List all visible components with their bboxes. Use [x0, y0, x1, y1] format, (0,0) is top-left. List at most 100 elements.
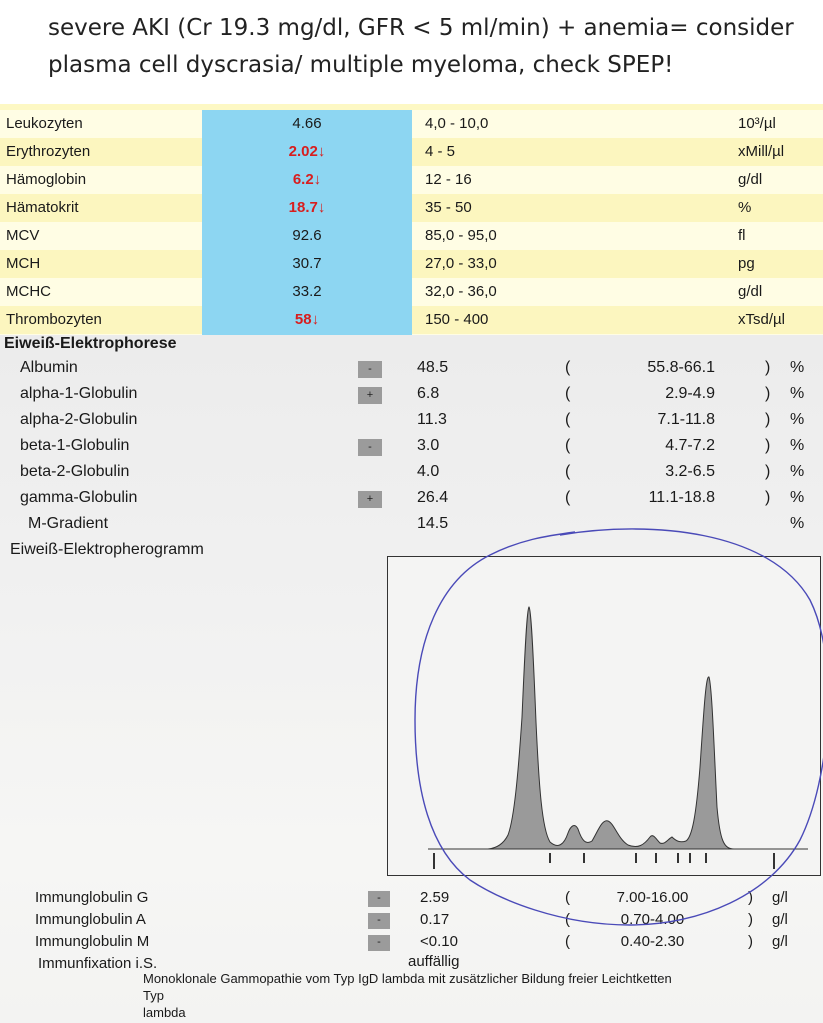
reference-range: 35 - 50 [425, 199, 472, 216]
paren-close: ) [765, 489, 771, 506]
test-value: 6.2↓ [292, 171, 322, 188]
paren-close: ) [765, 463, 771, 480]
test-value: 33.2 [292, 283, 322, 300]
flag-badge: + [358, 387, 382, 404]
test-value: 4.66 [292, 115, 322, 132]
caption: severe AKI (Cr 19.3 mg/dl, GFR < 5 ml/mi… [48, 10, 818, 84]
fraction-value: 14.5 [417, 515, 449, 532]
test-name: MCHC [6, 283, 51, 300]
fraction-value: 11.3 [417, 411, 447, 428]
reference-range: 7.00-16.00 [616, 889, 689, 906]
paren-open: ( [565, 489, 571, 506]
immunoglobulin-value: 0.17 [420, 911, 450, 928]
flag-badge: - [358, 439, 382, 456]
immunoglobulin-row: Immunglobulin A - 0.17 ( 0.70-4.00 ) g/l [0, 909, 823, 931]
fraction-name: beta-2-Globulin [20, 463, 130, 480]
reference-range: 12 - 16 [425, 171, 472, 188]
paren-open: ( [565, 411, 571, 428]
reference-range: 2.9-4.9 [665, 385, 715, 402]
flag-badge: - [368, 891, 390, 907]
test-name: Thrombozyten [6, 311, 102, 328]
unit: % [790, 437, 805, 454]
fraction-value: 4.0 [417, 463, 440, 480]
caption-line-1: severe AKI (Cr 19.3 mg/dl, GFR < 5 ml/mi… [48, 15, 794, 41]
fraction-name: alpha-2-Globulin [20, 411, 138, 428]
paren-close: ) [748, 889, 753, 906]
note-line-3: lambda [143, 1005, 186, 1020]
fraction-name: beta-1-Globulin [20, 437, 130, 454]
test-name: MCH [6, 255, 41, 272]
paren-open: ( [565, 359, 571, 376]
flag-badge: + [358, 491, 382, 508]
unit: % [790, 489, 805, 506]
paren-close: ) [748, 933, 753, 950]
table-row: Hämoglobin 6.2↓ 12 - 16 g/dl [0, 166, 823, 194]
reference-range: 32,0 - 36,0 [425, 283, 497, 300]
immunoglobulin-value: <0.10 [420, 933, 458, 950]
flag-badge: - [358, 361, 382, 378]
electrophoresis-row: Albumin - 48.5 ( 55.8-66.1 ) % [0, 357, 823, 383]
table-row: MCHC 33.2 32,0 - 36,0 g/dl [0, 278, 823, 306]
reference-range: 3.2-6.5 [665, 463, 715, 480]
fraction-value: 26.4 [417, 489, 449, 506]
electrophoresis-row: alpha-1-Globulin + 6.8 ( 2.9-4.9 ) % [0, 383, 823, 409]
test-value: 30.7 [292, 255, 322, 272]
fraction-value: 48.5 [417, 359, 449, 376]
unit: pg [738, 255, 755, 272]
flag-badge: - [368, 913, 390, 929]
interpretation-note: Monoklonale Gammopathie vom Typ IgD lamb… [143, 970, 823, 1021]
electropherogram-curve [428, 606, 808, 850]
paren-open: ( [565, 437, 571, 454]
reference-range: 7.1-11.8 [657, 411, 715, 428]
unit: xMill/µl [738, 143, 785, 160]
unit: % [790, 515, 805, 532]
test-name: Erythrozyten [6, 143, 91, 160]
electropherogram-svg [428, 606, 808, 869]
unit: g/dl [738, 283, 763, 300]
test-name: Leukozyten [6, 115, 83, 132]
reference-range: 4 - 5 [425, 143, 456, 160]
test-value: 18.7↓ [288, 199, 326, 216]
paren-open: ( [565, 911, 570, 928]
fraction-value: 3.0 [417, 437, 440, 454]
paren-close: ) [765, 385, 771, 402]
reference-range: 0.70-4.00 [620, 911, 685, 928]
electrophoresis-row: gamma-Globulin + 26.4 ( 11.1-18.8 ) % [0, 487, 823, 513]
paren-open: ( [565, 463, 571, 480]
immunoglobulin-row: Immunglobulin M - <0.10 ( 0.40-2.30 ) g/… [0, 931, 823, 953]
unit: % [790, 359, 805, 376]
unit: % [790, 385, 805, 402]
unit: fl [738, 227, 746, 244]
note-line-2: Typ [143, 988, 164, 1003]
paren-close: ) [748, 911, 753, 928]
electrophoresis-row: beta-1-Globulin - 3.0 ( 4.7-7.2 ) % [0, 435, 823, 461]
caption-line-2: plasma cell dyscrasia/ multiple myeloma,… [48, 52, 674, 78]
test-value: 92.6 [292, 227, 322, 244]
unit: % [790, 411, 805, 428]
electrophoresis-row: beta-2-Globulin 4.0 ( 3.2-6.5 ) % [0, 461, 823, 487]
paren-open: ( [565, 933, 570, 950]
electrophoresis-row: M-Gradient 14.5 % [0, 513, 823, 539]
table-row: MCH 30.7 27,0 - 33,0 pg [0, 250, 823, 278]
electropherogram-plot [387, 556, 821, 876]
fraction-name: M-Gradient [28, 515, 109, 532]
reference-range: 85,0 - 95,0 [425, 227, 497, 244]
test-name: MCV [6, 227, 40, 244]
immunofixation-label: Immunfixation i.S. [38, 955, 158, 972]
paren-close: ) [765, 359, 771, 376]
reference-range: 11.1-18.8 [648, 489, 715, 506]
immunoglobulin-value: 2.59 [420, 889, 450, 906]
unit: % [790, 463, 805, 480]
paren-open: ( [565, 889, 570, 906]
table-row: Hämatokrit 18.7↓ 35 - 50 % [0, 194, 823, 222]
immunoglobulin-name: Immunglobulin A [35, 911, 146, 928]
table-row: Thrombozyten 58↓ 150 - 400 xTsd/µl [0, 306, 823, 334]
blood-count-table: Leukozyten 4.66 4,0 - 10,0 10³/µl Erythr… [0, 104, 823, 335]
test-value: 58↓ [294, 311, 320, 328]
paren-open: ( [565, 385, 571, 402]
unit: g/l [772, 933, 788, 950]
note-line-1: Monoklonale Gammopathie vom Typ IgD lamb… [143, 971, 672, 986]
paren-close: ) [765, 411, 771, 428]
electrophoresis-title: Eiweiß-Elektrophorese [4, 335, 177, 352]
reference-range: 4,0 - 10,0 [425, 115, 489, 132]
